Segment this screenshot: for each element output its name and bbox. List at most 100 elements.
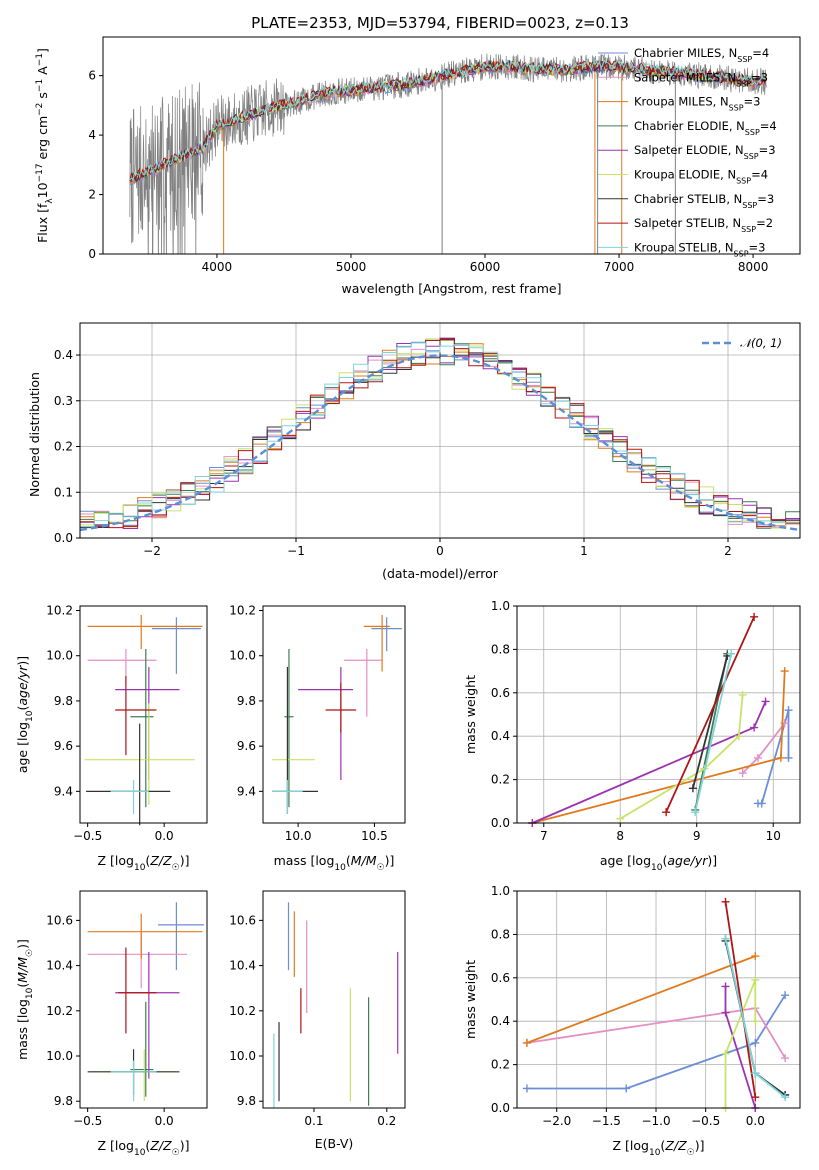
data-point-marker: [688, 784, 697, 793]
mass-weight-vs-age-panel: 7 8 9 10 0.0 0.2 0.4 0.6 0.8 1.0 mass weight age [l…: [463, 599, 801, 873]
label-part: −17: [35, 163, 45, 182]
residuals-panel: −2 −1 0 1 2 0.0 0.1 0.2 0.3 0.4 𝒩(0, 1) (data-model…: [27, 322, 801, 581]
legend-entry: Kroupa ELODIE, NSSP=4: [634, 168, 768, 186]
y-tick-label: 0.2: [491, 773, 510, 787]
histogram-plot-area: [80, 337, 800, 532]
series-kroupa-stelib: [721, 934, 790, 1102]
y-tick-label: 9.6: [237, 739, 256, 753]
x-tick-label: 1: [580, 544, 588, 558]
label-part: erg cm: [35, 116, 50, 164]
data-point-marker: [522, 1084, 531, 1093]
data-point-marker: [753, 753, 762, 762]
x-tick-label: 10.5: [361, 829, 388, 843]
errorbar-salpeter-elodie: [115, 667, 180, 781]
label-part: )]: [695, 1138, 705, 1153]
label-part: )]: [180, 853, 190, 868]
series-line: [532, 671, 786, 824]
x-axis-label: age [log10(age/yr)]: [600, 853, 717, 873]
x-tick-label: −1.5: [592, 1114, 621, 1128]
y-tick-label: 10.6: [46, 913, 73, 927]
label-part: age/yr: [15, 665, 30, 706]
x-tick-label: −2.0: [542, 1114, 571, 1128]
y-axis-label: Normed distribution: [27, 372, 42, 497]
x-axis-label: wavelength [Angstrom, rest frame]: [341, 281, 561, 296]
age-vs-mass-panel: 10.0 10.5 9.4 9.6 9.8 10.0 10.2 mass [log10(M/M…: [229, 604, 406, 873]
data-point-marker: [616, 814, 625, 823]
spectrum-plot-area: [129, 53, 767, 254]
axes-frame: [262, 605, 406, 824]
label-part: ☉: [172, 1148, 180, 1158]
figure-title: PLATE=2353, MJD=53794, FIBERID=0023, z=0…: [251, 14, 629, 32]
label-part: )]: [385, 853, 395, 868]
label-part: (: [145, 853, 150, 868]
series-kroupa-stelib: [691, 649, 736, 817]
x-tick-label: 0.0: [155, 829, 174, 843]
axes-frame: [79, 322, 801, 539]
errorbar-kroupa-stelib: [110, 1060, 157, 1102]
errorbar-kroupa-stelib: [272, 780, 303, 814]
mass-weight-vs-metallicity-panel: −2.0 −1.5 −1.0 −0.5 0.0 0.0 0.2 0.4 0.6 0.8 1.0 mas…: [463, 884, 801, 1158]
y-axis-label: age [log10(age/yr)]: [15, 656, 35, 773]
y-tick-label: 9.4: [54, 784, 73, 798]
label-part: 10: [134, 1148, 146, 1158]
errorbar-salpeter-stelib: [115, 676, 157, 756]
label-part: 10: [134, 863, 146, 873]
series-line: [694, 653, 733, 813]
y-tick-label: 0.0: [54, 531, 73, 545]
label-part: M/M: [15, 957, 30, 983]
label-part: )]: [180, 1138, 190, 1153]
label-part: (: [660, 1138, 665, 1153]
x-tick-label: 5000: [336, 260, 367, 274]
x-tick-label: 0.2: [377, 1114, 396, 1128]
legend-entry: Chabrier ELODIE, NSSP=4: [634, 119, 777, 137]
label-part: (: [15, 983, 30, 988]
series-salpeter-elodie: [528, 697, 770, 827]
x-tick-label: 2: [724, 544, 732, 558]
y-tick-label: 0.3: [54, 394, 73, 408]
data-point-marker: [784, 706, 793, 715]
label-part: Z/Z: [664, 1138, 687, 1153]
series-salpeter-miles: [738, 719, 789, 778]
model-salpeter-stelib-line: [129, 59, 766, 181]
data-point-marker: [721, 1049, 730, 1058]
y-tick-label: 9.8: [54, 694, 73, 708]
data-point-marker: [522, 1038, 531, 1047]
gaussian-reference-line: [80, 354, 800, 532]
y-tick-label: 9.8: [237, 694, 256, 708]
y-axis-label: Flux [fλ10−17 erg cm−2 s−1 A−1]: [35, 48, 55, 243]
data-point-marker: [721, 934, 730, 943]
label-part: A: [35, 66, 50, 79]
label-part: Z/Z: [149, 1138, 172, 1153]
label-part: ]: [35, 48, 50, 53]
errorbar-salpeter-miles: [87, 931, 188, 989]
x-tick-label: 0: [436, 544, 444, 558]
errorbar-kroupa-stelib: [110, 780, 149, 814]
series-kroupa-miles: [528, 667, 789, 827]
label-part: s: [35, 92, 50, 103]
series-line: [724, 901, 757, 1098]
data-point-marker: [691, 808, 700, 817]
data-point-marker: [727, 649, 736, 658]
y-tick-label: 10.2: [46, 1004, 73, 1018]
legend-entry: 𝒩(0, 1): [740, 336, 782, 350]
y-tick-label: 10.4: [46, 959, 73, 973]
errorbar-kroupa-elodie: [90, 1049, 175, 1102]
series-line: [526, 994, 786, 1090]
y-tick-label: 10.0: [46, 649, 73, 663]
legend-subscript: SSP: [736, 176, 751, 185]
x-tick-label: 9: [693, 829, 701, 843]
label-part: )]: [15, 656, 30, 666]
legend-count: =4: [752, 46, 769, 60]
label-part: λ: [45, 198, 55, 204]
y-tick-label: 10.2: [229, 1004, 256, 1018]
legend-subscript: SSP: [745, 127, 760, 136]
data-point-marker: [721, 1008, 730, 1017]
y-tick-label: 10.2: [229, 604, 256, 618]
data-point-marker: [734, 732, 743, 741]
histogram-kroupa-stelib: [80, 342, 800, 527]
legend-subscript: SSP: [742, 200, 757, 209]
label-part: (: [15, 706, 30, 711]
x-axis-label: Z [log10(Z/Z☉)]: [98, 853, 190, 873]
y-tick-label: 0.8: [491, 927, 510, 941]
